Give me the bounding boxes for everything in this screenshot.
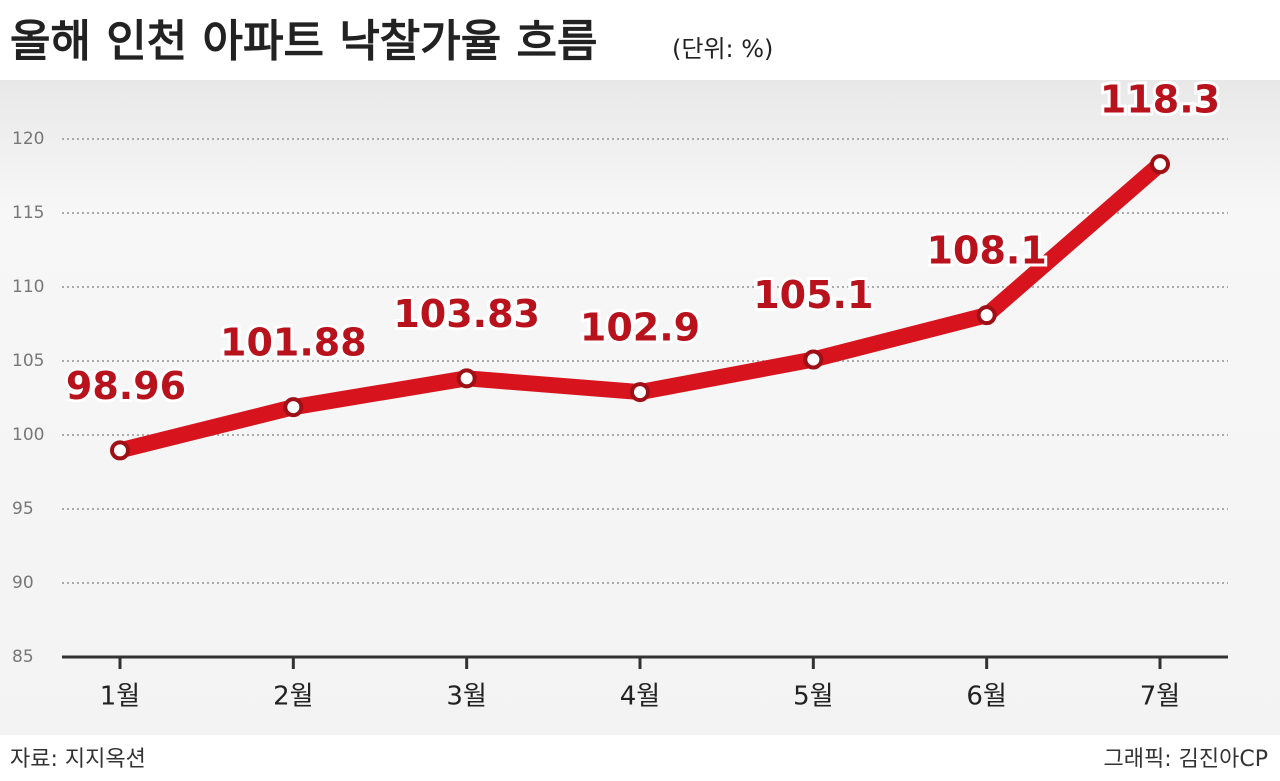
x-tick-label: 3월 xyxy=(446,682,486,712)
value-label: 105.1 xyxy=(753,273,873,317)
y-tick-label: 120 xyxy=(12,129,44,149)
y-tick-label: 95 xyxy=(12,499,34,519)
value-label: 102.9 xyxy=(580,306,700,350)
data-point xyxy=(803,349,824,370)
data-point xyxy=(630,382,650,403)
data-point xyxy=(110,440,130,461)
x-tick-label: 4월 xyxy=(620,682,660,712)
x-tick-label: 7월 xyxy=(1140,682,1180,712)
value-label: 101.88 xyxy=(220,321,367,365)
value-label: 118.3 xyxy=(1100,78,1220,122)
y-tick-label: 110 xyxy=(12,277,44,297)
value-label: 108.1 xyxy=(927,229,1047,273)
credit: 그래픽: 김진아CP xyxy=(1104,747,1268,772)
x-tick-label: 6월 xyxy=(966,682,1006,712)
x-tick-label: 2월 xyxy=(273,682,313,712)
x-tick-label: 1월 xyxy=(100,682,140,712)
y-tick-label: 115 xyxy=(12,203,44,223)
data-point xyxy=(283,397,304,418)
y-tick-label: 85 xyxy=(12,647,34,667)
y-tick-label: 105 xyxy=(12,351,44,371)
chart-title: 올해 인천 아파트 낙찰가율 흐름 xyxy=(10,16,598,67)
value-label: 98.96 xyxy=(66,364,186,408)
plot-background xyxy=(0,80,1280,735)
data-point xyxy=(1150,154,1170,175)
y-tick-label: 100 xyxy=(12,425,44,445)
y-tick-label: 90 xyxy=(12,573,34,593)
value-label: 103.83 xyxy=(393,292,540,336)
data-point xyxy=(456,368,477,389)
chart-subtitle: (단위: %) xyxy=(672,35,773,63)
x-tick-label: 5월 xyxy=(793,682,833,712)
data-point xyxy=(976,305,997,326)
source: 자료: 지지옥션 xyxy=(10,747,146,772)
